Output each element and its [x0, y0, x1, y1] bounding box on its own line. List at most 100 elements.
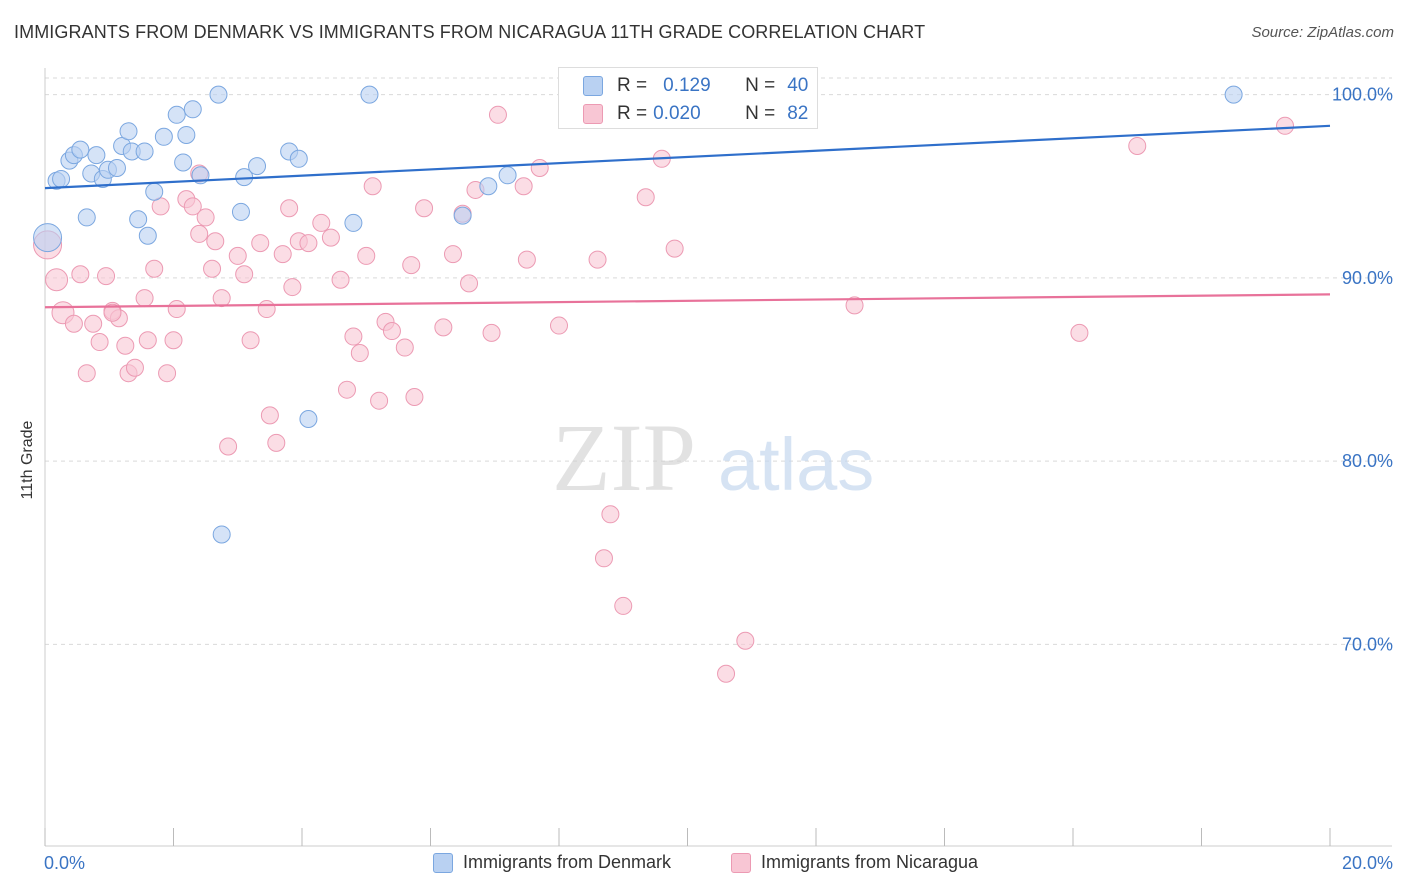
nicaragua-point: [717, 664, 736, 683]
nicaragua-point: [665, 239, 684, 258]
watermark: ZIP atlas: [552, 404, 874, 511]
nicaragua-point: [164, 331, 183, 350]
watermark-zip: ZIP: [552, 404, 696, 511]
nicaragua-point: [331, 270, 350, 289]
denmark-n-value: 40: [787, 75, 809, 96]
nicaragua-r-value: 0.020: [653, 103, 701, 124]
denmark-point: [289, 149, 308, 168]
source-label: Source: ZipAtlas.com: [1251, 24, 1394, 41]
denmark-point: [299, 410, 318, 429]
nicaragua-point: [71, 265, 90, 284]
nicaragua-point: [228, 246, 247, 265]
nicaragua-point: [350, 344, 369, 363]
nicaragua-point: [235, 265, 254, 284]
nicaragua-point: [273, 245, 292, 264]
legend-nicaragua-swatch: [731, 852, 751, 873]
nicaragua-point: [138, 331, 157, 350]
denmark-point: [71, 140, 90, 159]
legend-item-denmark[interactable]: Immigrants from Denmark: [433, 852, 671, 873]
nicaragua-point: [460, 274, 479, 293]
nicaragua-point: [402, 256, 421, 275]
denmark-point: [360, 85, 379, 104]
nicaragua-point: [337, 380, 356, 399]
nicaragua-point: [206, 232, 225, 251]
nicaragua-n-label: N =: [745, 103, 776, 124]
denmark-swatch: [583, 76, 603, 96]
nicaragua-point: [636, 188, 655, 207]
denmark-r-label: R =: [617, 75, 648, 96]
nicaragua-point: [434, 318, 453, 337]
denmark-point: [119, 122, 138, 141]
denmark-point: [145, 182, 164, 201]
denmark-points: [33, 85, 1243, 544]
denmark-point: [129, 210, 148, 229]
nicaragua-swatch: [583, 104, 603, 124]
nicaragua-point: [190, 224, 209, 243]
watermark-atlas: atlas: [718, 423, 874, 506]
denmark-point: [177, 125, 196, 144]
nicaragua-point: [588, 250, 607, 269]
nicaragua-point: [594, 549, 613, 568]
nicaragua-point: [614, 596, 633, 615]
denmark-point: [167, 105, 186, 124]
x-tick-label: 0.0%: [44, 853, 85, 873]
legend-nicaragua-label: Immigrants from Nicaragua: [761, 852, 979, 872]
denmark-point: [231, 202, 250, 221]
nicaragua-point: [395, 338, 414, 357]
x-tick-label: 20.0%: [1342, 853, 1393, 873]
nicaragua-point: [203, 259, 222, 278]
legend-item-nicaragua[interactable]: Immigrants from Nicaragua: [731, 852, 978, 873]
y-tick-label: 70.0%: [1342, 634, 1393, 654]
nicaragua-point: [135, 289, 154, 308]
nicaragua-point: [321, 228, 340, 247]
nicaragua-point: [219, 437, 238, 456]
nicaragua-point: [405, 388, 424, 407]
nicaragua-point: [1128, 136, 1147, 155]
denmark-point: [1224, 85, 1243, 104]
denmark-point: [87, 146, 106, 165]
denmark-point: [344, 213, 363, 232]
nicaragua-point: [1276, 116, 1295, 135]
denmark-point: [209, 85, 228, 104]
nicaragua-point: [116, 336, 135, 355]
nicaragua-point: [103, 303, 122, 322]
denmark-point: [135, 142, 154, 161]
nicaragua-point: [260, 406, 279, 425]
chart-title: IMMIGRANTS FROM DENMARK VS IMMIGRANTS FR…: [14, 22, 926, 42]
y-tick-label: 80.0%: [1342, 451, 1393, 471]
nicaragua-point: [45, 268, 69, 292]
denmark-point: [212, 525, 231, 544]
denmark-point: [154, 127, 173, 146]
nicaragua-point: [299, 234, 318, 253]
nicaragua-point: [382, 322, 401, 341]
denmark-point: [498, 166, 517, 185]
nicaragua-point: [488, 105, 507, 124]
denmark-point: [52, 169, 71, 188]
nicaragua-point: [183, 197, 202, 216]
nicaragua-point: [77, 364, 96, 383]
nicaragua-point: [267, 433, 286, 452]
nicaragua-point: [550, 316, 568, 335]
nicaragua-point: [84, 314, 103, 333]
stats-legend: R = 0.129 N = 40 R = 0.020 N = 82: [558, 67, 818, 129]
nicaragua-trend-line: [44, 293, 1331, 309]
nicaragua-point: [530, 158, 549, 177]
nicaragua-point: [415, 199, 434, 218]
axes: [44, 68, 1392, 847]
denmark-point: [107, 158, 126, 177]
denmark-n-label: N =: [745, 75, 776, 96]
nicaragua-point: [241, 331, 260, 350]
nicaragua-points: [33, 105, 1295, 683]
nicaragua-point: [97, 267, 116, 286]
nicaragua-point: [344, 327, 363, 346]
nicaragua-point: [357, 246, 376, 265]
legend-denmark-swatch: [433, 852, 453, 873]
nicaragua-point: [601, 505, 620, 524]
nicaragua-n-value: 82: [787, 103, 809, 124]
denmark-point: [248, 157, 267, 176]
nicaragua-point: [312, 213, 331, 232]
nicaragua-point: [517, 250, 536, 269]
y-tick-label: 100.0%: [1332, 85, 1393, 105]
y-tick-label: 90.0%: [1342, 268, 1393, 288]
